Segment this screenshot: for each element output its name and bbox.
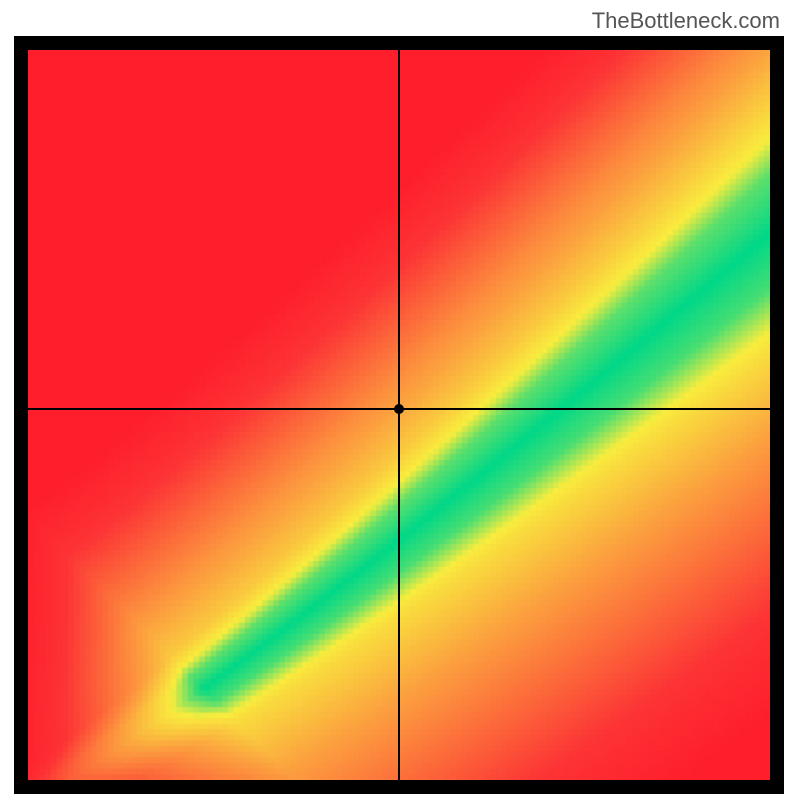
watermark-text: TheBottleneck.com	[592, 8, 780, 34]
chart-container: TheBottleneck.com	[0, 0, 800, 800]
crosshair-vertical	[398, 50, 400, 780]
crosshair-marker	[394, 404, 404, 414]
